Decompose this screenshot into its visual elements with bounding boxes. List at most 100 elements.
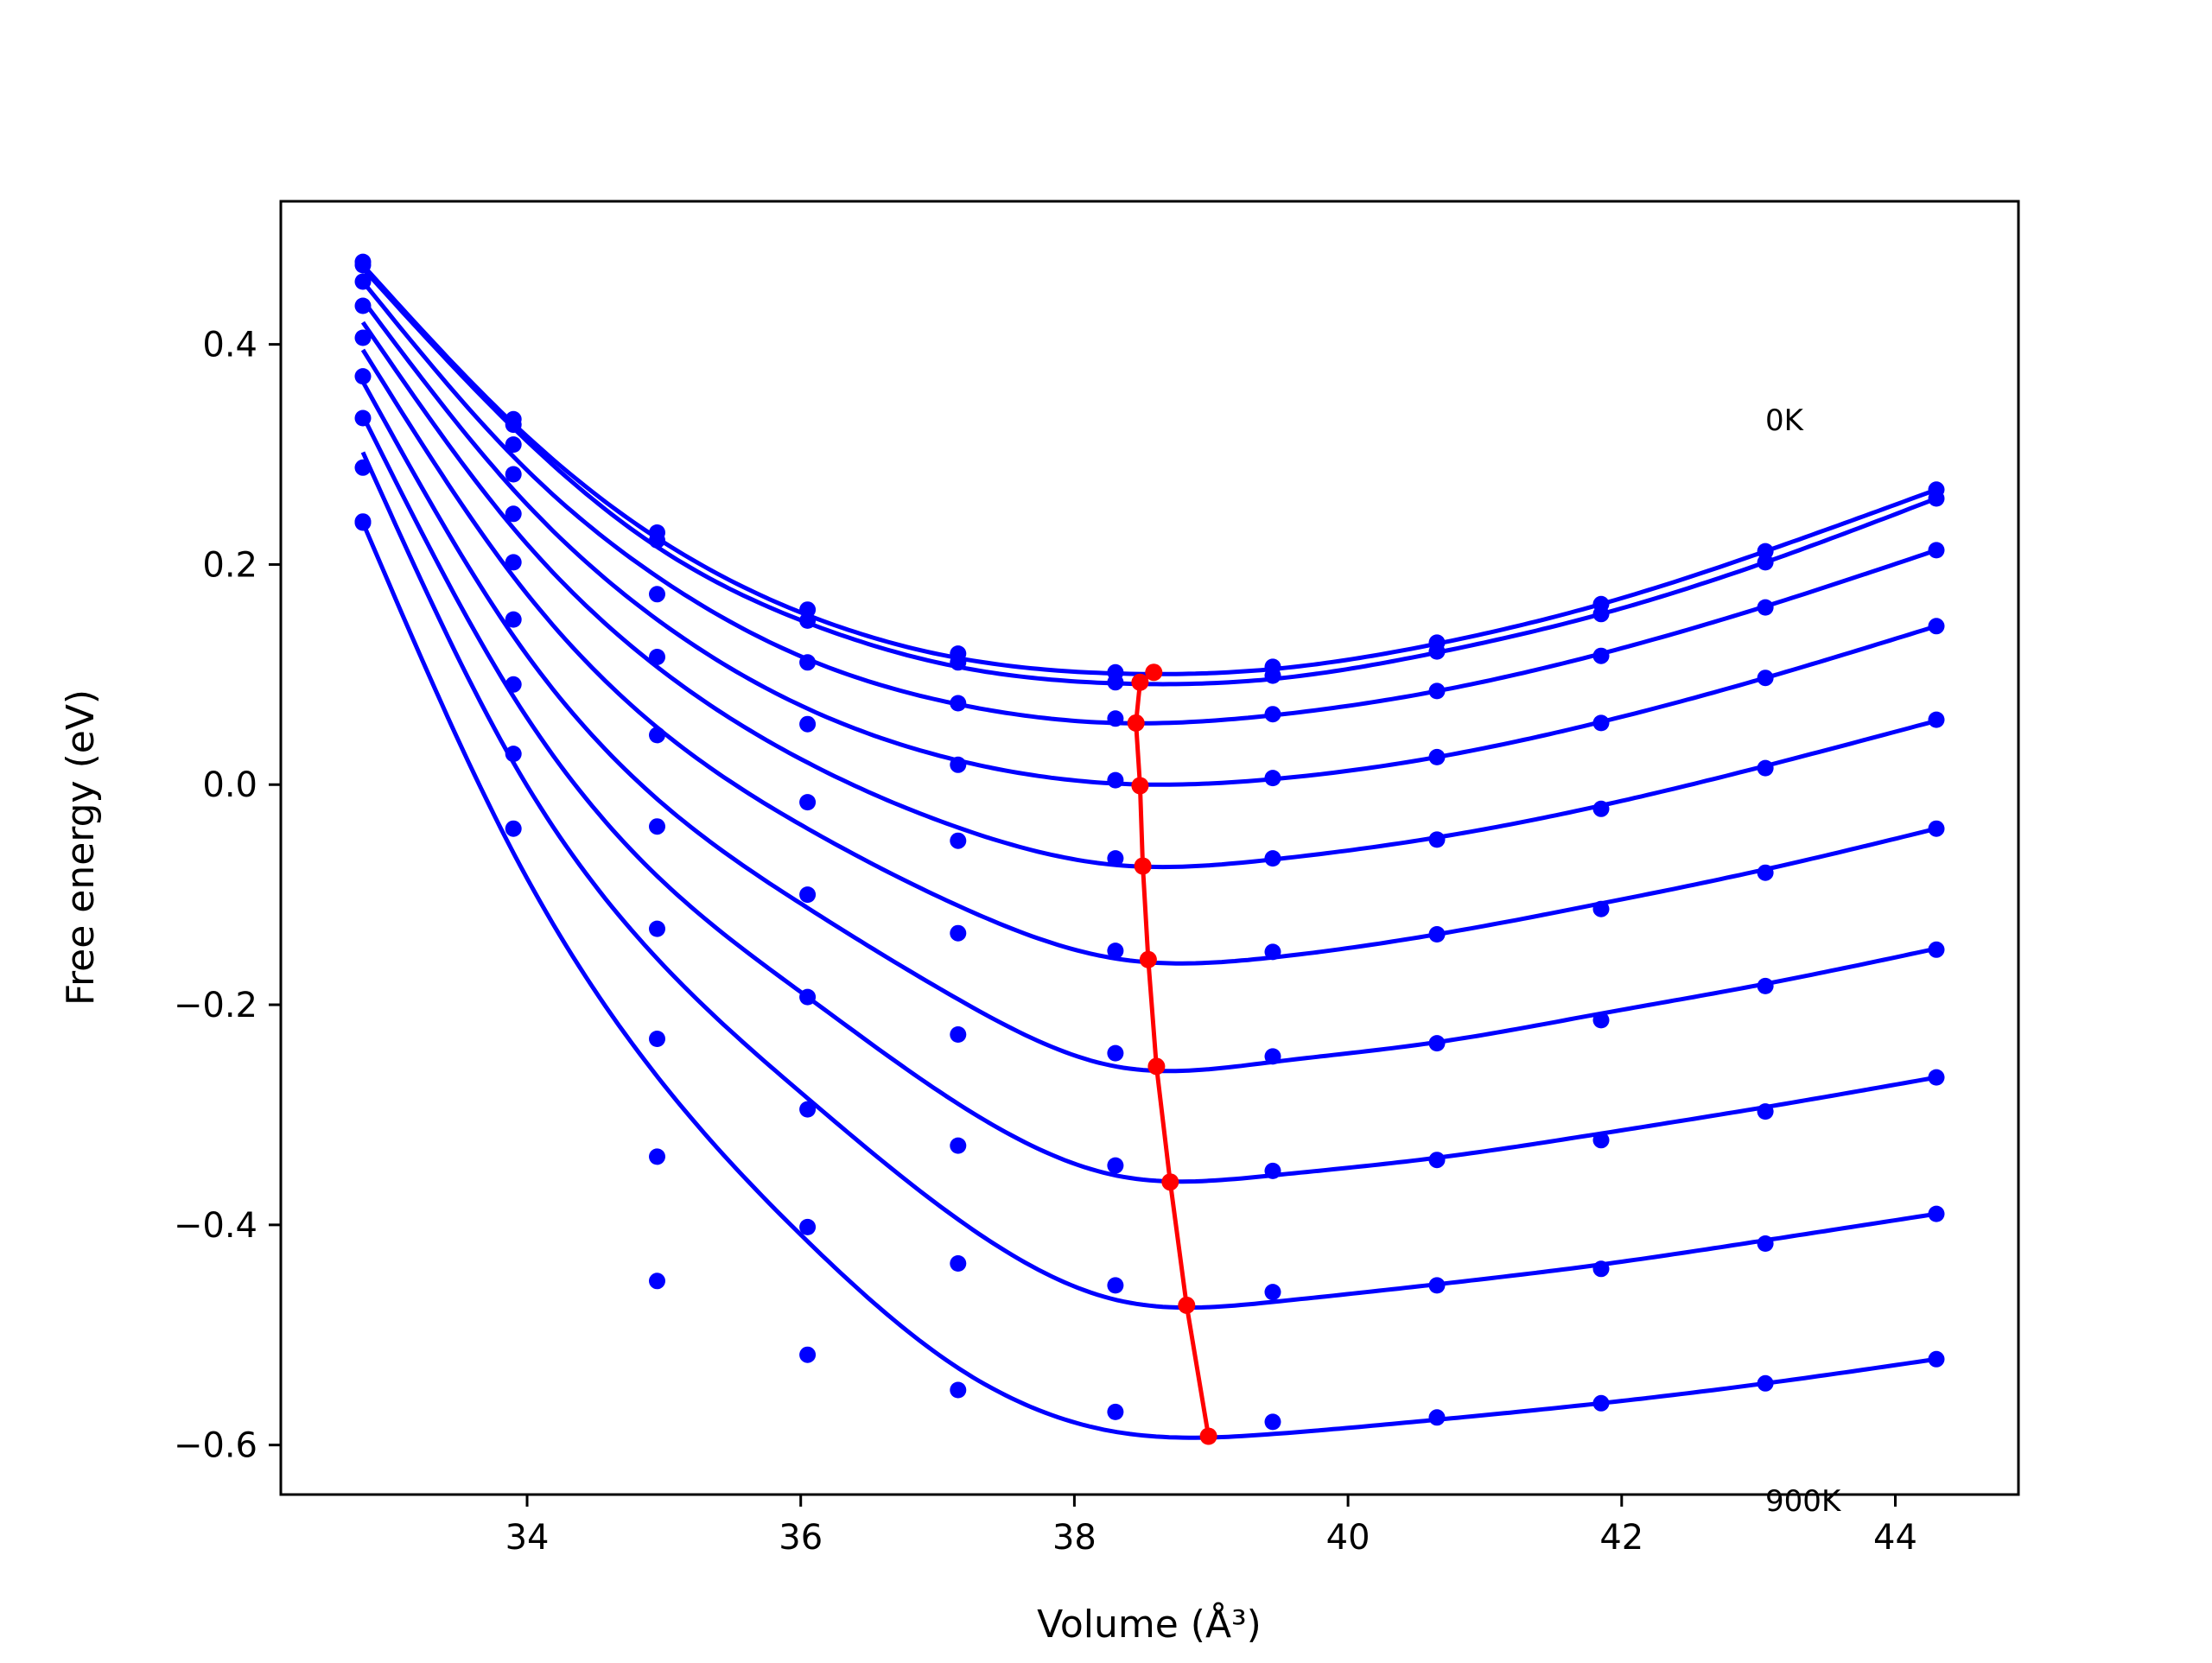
- minimum-point: [1134, 857, 1152, 875]
- minimum-point: [1178, 1296, 1196, 1314]
- data-point: [799, 794, 817, 811]
- data-point: [1592, 900, 1610, 917]
- fit-curve-3: [361, 299, 1937, 787]
- y-tick-label: −0.6: [174, 1426, 257, 1466]
- data-point: [1592, 800, 1610, 817]
- y-tick-label: −0.2: [174, 986, 257, 1025]
- data-point: [649, 1273, 665, 1290]
- data-point: [1928, 1350, 1945, 1368]
- data-point: [1428, 1035, 1446, 1052]
- data-point: [1592, 1012, 1610, 1029]
- data-point: [505, 436, 522, 454]
- data-point: [649, 649, 665, 665]
- data-point: [799, 612, 817, 629]
- data-point: [799, 988, 817, 1006]
- data-point: [950, 1026, 967, 1043]
- data-point: [1264, 943, 1281, 961]
- data-point: [1757, 1235, 1774, 1252]
- data-point: [505, 505, 522, 523]
- y-axis-ticks: −0.6 −0.4 −0.2 0.0 0.2 0.4: [174, 326, 281, 1466]
- data-point: [1757, 554, 1774, 571]
- data-point: [1757, 1103, 1774, 1120]
- data-point: [1928, 711, 1945, 728]
- data-point: [950, 654, 967, 671]
- data-point: [950, 1381, 967, 1399]
- data-point: [950, 924, 967, 942]
- y-axis-label: Free energy (eV): [59, 689, 103, 1006]
- data-point: [649, 531, 665, 549]
- data-point: [1592, 714, 1610, 732]
- data-point: [1107, 710, 1124, 727]
- data-point: [1428, 1277, 1446, 1294]
- data-point: [1264, 1413, 1281, 1431]
- data-point: [354, 297, 372, 314]
- data-point: [505, 466, 522, 483]
- data-point: [1428, 682, 1446, 700]
- data-point: [1592, 1394, 1610, 1412]
- data-point: [1757, 864, 1774, 881]
- x-tick-label: 34: [505, 1518, 550, 1558]
- minimum-energy-path: [1127, 663, 1217, 1445]
- data-point: [505, 746, 522, 763]
- data-point: [505, 820, 522, 837]
- minimum-point: [1161, 1173, 1179, 1191]
- data-point: [1928, 1069, 1945, 1086]
- data-point: [1107, 771, 1124, 789]
- minimum-point: [1139, 950, 1157, 968]
- data-point: [799, 1346, 817, 1363]
- data-point: [799, 1101, 817, 1118]
- x-axis-ticks: 34 36 38 40 42 44: [505, 1495, 1917, 1558]
- data-point: [799, 886, 817, 904]
- data-point: [1264, 770, 1281, 787]
- data-point: [950, 756, 967, 773]
- minimum-point: [1127, 714, 1145, 732]
- data-point: [1428, 1152, 1446, 1169]
- data-point: [1264, 1284, 1281, 1301]
- data-point: [1592, 606, 1610, 623]
- data-point: [1428, 831, 1446, 848]
- data-point: [1928, 542, 1945, 559]
- data-point: [1928, 490, 1945, 507]
- data-point: [1264, 667, 1281, 684]
- data-point: [649, 920, 665, 937]
- data-point: [354, 459, 372, 476]
- data-point: [649, 818, 665, 835]
- data-point: [950, 1255, 967, 1272]
- data-point: [505, 554, 522, 571]
- data-point: [505, 611, 522, 628]
- data-point: [950, 695, 967, 712]
- data-point: [1757, 670, 1774, 687]
- data-point: [1264, 706, 1281, 723]
- data-point: [950, 1137, 967, 1154]
- x-tick-label: 38: [1052, 1518, 1096, 1558]
- data-point: [1264, 1162, 1281, 1179]
- data-point: [354, 273, 372, 290]
- data-point: [1592, 647, 1610, 664]
- data-point: [1592, 1260, 1610, 1278]
- data-point: [649, 1031, 665, 1047]
- data-point: [1107, 943, 1124, 960]
- minimum-point: [1147, 1057, 1166, 1076]
- data-point: [799, 654, 817, 671]
- data-point: [1757, 977, 1774, 994]
- y-tick-label: 0.0: [202, 765, 257, 805]
- fit-curve-2: [361, 280, 1937, 726]
- x-axis-label: Volume (Å³): [1037, 1601, 1262, 1647]
- data-point: [354, 329, 372, 346]
- fit-curve-8: [360, 451, 1937, 1311]
- data-point: [950, 832, 967, 849]
- annotation-900k: 900K: [1765, 1484, 1842, 1519]
- data-point: [1428, 926, 1446, 943]
- x-tick-label: 42: [1599, 1518, 1643, 1558]
- y-tick-label: 0.4: [202, 326, 257, 365]
- plot-frame: [279, 200, 2020, 1496]
- data-point: [505, 416, 522, 434]
- y-tick-label: −0.4: [174, 1206, 257, 1246]
- data-point: [1428, 643, 1446, 660]
- fit-curve-9: [360, 522, 1937, 1440]
- data-point: [1107, 1277, 1124, 1294]
- data-point: [799, 715, 817, 733]
- data-point: [1757, 759, 1774, 777]
- data-point: [649, 1148, 665, 1165]
